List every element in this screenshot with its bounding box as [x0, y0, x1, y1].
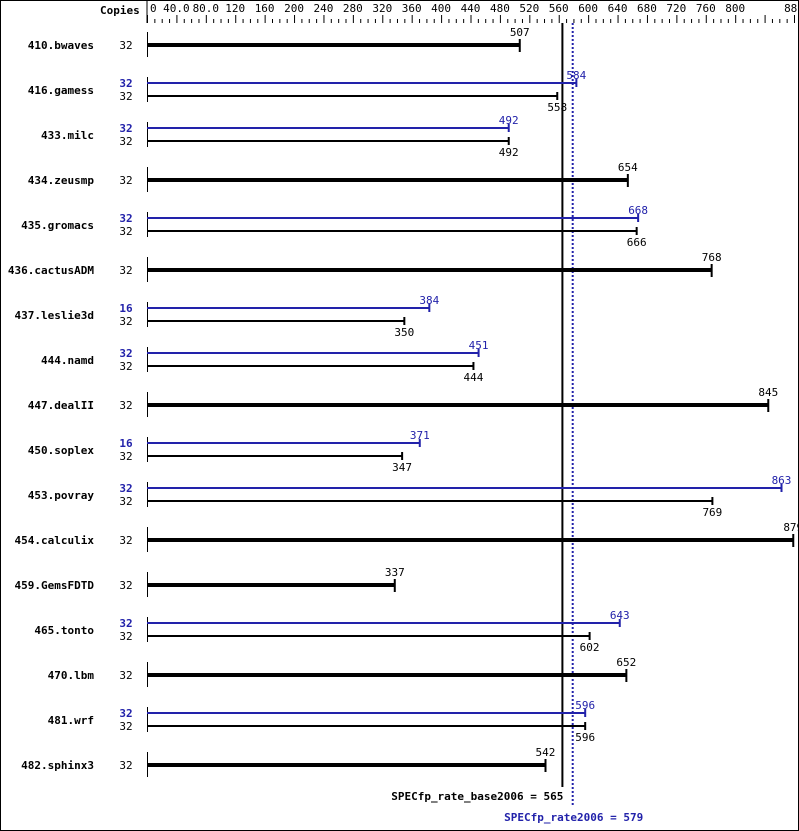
tick-label: 520 — [519, 2, 539, 15]
peak-value-label: 492 — [499, 114, 519, 127]
peak-value-label: 384 — [419, 294, 439, 307]
benchmark-name: 481.wrf — [48, 714, 94, 727]
base-copies: 32 — [119, 669, 132, 682]
copies-header: Copies — [100, 4, 140, 17]
tick-label: 240 — [314, 2, 334, 15]
benchmark-name: 450.soplex — [28, 444, 95, 457]
peak-value-label: 863 — [772, 474, 792, 487]
base-copies: 32 — [119, 90, 132, 103]
benchmark-name: 410.bwaves — [28, 39, 94, 52]
tick-label: 440 — [461, 2, 481, 15]
tick-label: 280 — [343, 2, 363, 15]
base-value-label: 879 — [783, 521, 798, 534]
base-copies: 32 — [119, 315, 132, 328]
base-value-label: 507 — [510, 26, 530, 39]
benchmark-name: 436.cactusADM — [8, 264, 94, 277]
tick-label: 360 — [402, 2, 422, 15]
base-value-label: 654 — [618, 161, 638, 174]
base-copies: 32 — [119, 360, 132, 373]
tick-label: 160 — [255, 2, 275, 15]
base-copies: 32 — [119, 495, 132, 508]
base-value-label: 492 — [499, 146, 519, 159]
base-value-label: 542 — [536, 746, 556, 759]
tick-label: 640 — [608, 2, 628, 15]
tick-label: 480 — [490, 2, 510, 15]
tick-label: 80.0 — [193, 2, 220, 15]
benchmark-name: 459.GemsFDTD — [15, 579, 95, 592]
base-value-label: 845 — [758, 386, 778, 399]
base-summary-label: SPECfp_rate_base2006 = 565 — [391, 790, 563, 803]
peak-copies: 32 — [119, 482, 132, 495]
tick-label: 400 — [431, 2, 451, 15]
benchmark-name: 453.povray — [28, 489, 95, 502]
peak-copies: 32 — [119, 77, 132, 90]
benchmark-name: 454.calculix — [15, 534, 95, 547]
benchmark-name: 435.gromacs — [21, 219, 94, 232]
base-copies: 32 — [119, 264, 132, 277]
benchmark-name: 470.lbm — [48, 669, 95, 682]
peak-summary-label: SPECfp_rate2006 = 579 — [504, 811, 643, 824]
base-copies: 32 — [119, 534, 132, 547]
base-copies: 32 — [119, 630, 132, 643]
benchmark-name: 434.zeusmp — [28, 174, 95, 187]
tick-label: 600 — [578, 2, 598, 15]
peak-copies: 16 — [119, 437, 133, 450]
benchmark-name: 416.gamess — [28, 84, 94, 97]
tick-label: 320 — [372, 2, 392, 15]
benchmark-name: 465.tonto — [34, 624, 94, 637]
tick-label: 120 — [225, 2, 245, 15]
peak-value-label: 451 — [469, 339, 489, 352]
base-value-label: 558 — [547, 101, 567, 114]
base-value-label: 444 — [464, 371, 484, 384]
base-value-label: 596 — [575, 731, 595, 744]
tick-label: 0 — [150, 2, 157, 15]
tick-label: 40.0 — [163, 2, 190, 15]
base-copies: 32 — [119, 450, 132, 463]
base-copies: 32 — [119, 399, 132, 412]
base-value-label: 666 — [627, 236, 647, 249]
benchmark-name: 447.dealII — [28, 399, 94, 412]
peak-copies: 32 — [119, 212, 132, 225]
peak-copies: 32 — [119, 122, 132, 135]
base-value-label: 769 — [702, 506, 722, 519]
base-value-label: 652 — [616, 656, 636, 669]
peak-copies: 32 — [119, 347, 132, 360]
peak-value-label: 371 — [410, 429, 430, 442]
base-copies: 32 — [119, 720, 132, 733]
peak-value-label: 643 — [610, 609, 630, 622]
base-value-label: 350 — [394, 326, 414, 339]
peak-copies: 32 — [119, 707, 132, 720]
peak-value-label: 584 — [566, 69, 586, 82]
peak-value-label: 668 — [628, 204, 648, 217]
tick-label: 560 — [549, 2, 569, 15]
base-value-label: 768 — [702, 251, 722, 264]
tick-label: 680 — [637, 2, 657, 15]
tick-label: 200 — [284, 2, 304, 15]
peak-value-label: 596 — [575, 699, 595, 712]
peak-copies: 16 — [119, 302, 133, 315]
benchmark-name: 433.milc — [41, 129, 94, 142]
tick-label: 720 — [666, 2, 686, 15]
base-copies: 32 — [119, 579, 132, 592]
tick-label: 880 — [784, 2, 798, 15]
base-copies: 32 — [119, 225, 132, 238]
peak-copies: 32 — [119, 617, 132, 630]
benchmark-name: 437.leslie3d — [15, 309, 94, 322]
base-copies: 32 — [119, 135, 132, 148]
benchmark-name: 482.sphinx3 — [21, 759, 94, 772]
tick-label: 760 — [696, 2, 716, 15]
base-value-label: 337 — [385, 566, 405, 579]
benchmark-name: 444.namd — [41, 354, 94, 367]
base-copies: 32 — [119, 39, 132, 52]
base-copies: 32 — [119, 759, 132, 772]
base-value-label: 347 — [392, 461, 412, 474]
base-value-label: 602 — [580, 641, 600, 654]
tick-label: 800 — [725, 2, 745, 15]
base-copies: 32 — [119, 174, 132, 187]
